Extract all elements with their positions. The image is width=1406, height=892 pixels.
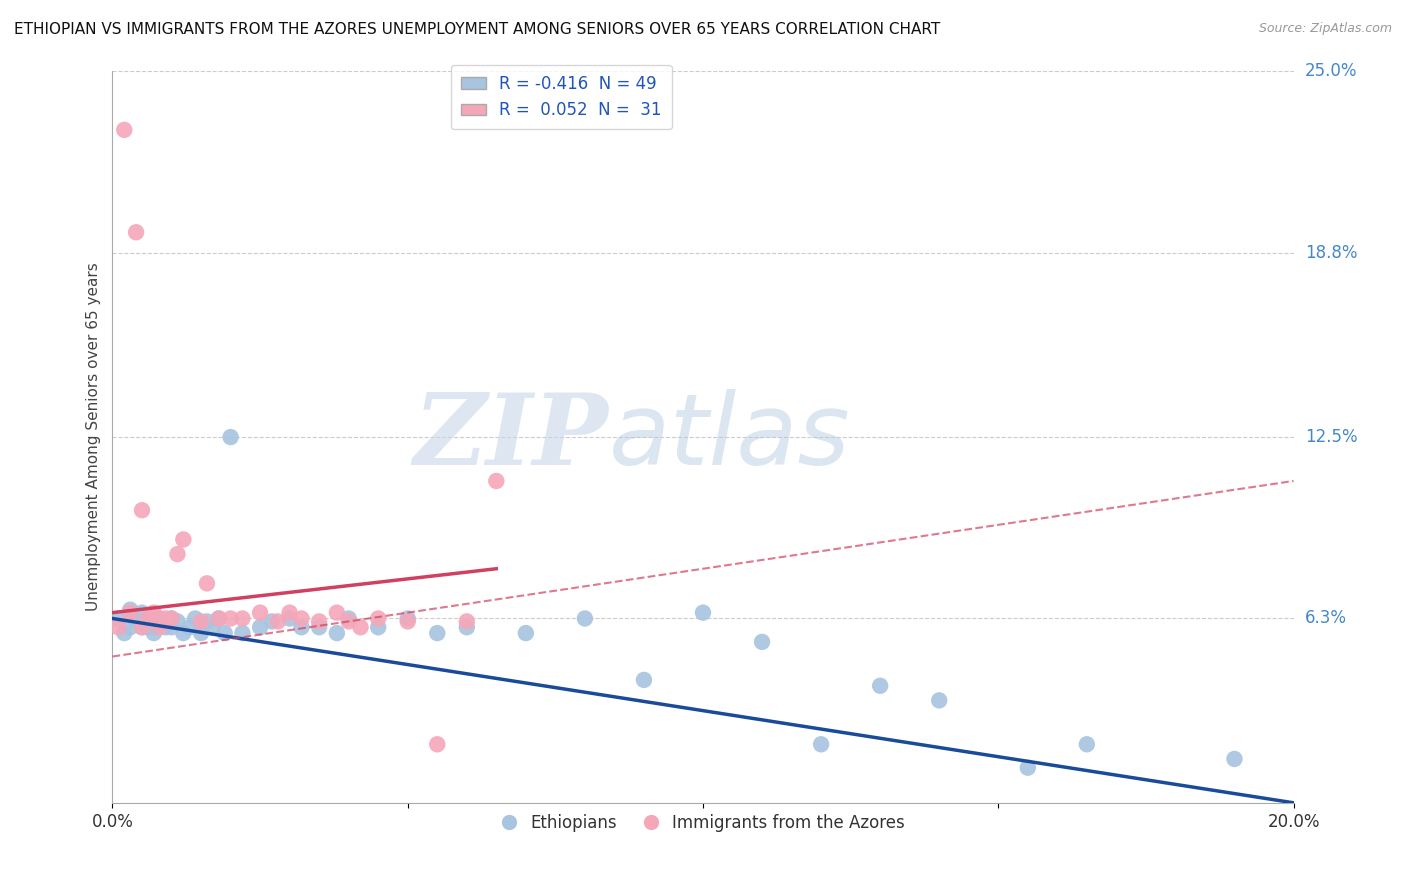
Point (155, 611, 177, 625)
Point (396, 611, 419, 625)
Point (107, 611, 129, 625)
Point (326, 626, 349, 640)
Point (184, 611, 207, 625)
Point (456, 615, 478, 629)
Point (149, 620, 172, 634)
Point (337, 615, 360, 629)
Point (120, 603, 142, 617)
Point (136, 611, 159, 625)
Text: 6.3%: 6.3% (1305, 609, 1347, 627)
Point (260, 615, 283, 629)
Text: 12.5%: 12.5% (1305, 428, 1357, 446)
Point (231, 611, 253, 625)
Point (155, 620, 177, 634)
Point (869, 679, 891, 693)
Text: ETHIOPIAN VS IMMIGRANTS FROM THE AZORES UNEMPLOYMENT AMONG SENIORS OVER 65 YEARS: ETHIOPIAN VS IMMIGRANTS FROM THE AZORES … (14, 22, 941, 37)
Point (326, 606, 349, 620)
Point (249, 620, 271, 634)
Point (112, 626, 135, 640)
Point (136, 611, 159, 625)
Text: Source: ZipAtlas.com: Source: ZipAtlas.com (1258, 22, 1392, 36)
Y-axis label: Unemployment Among Seniors over 65 years: Unemployment Among Seniors over 65 years (86, 263, 101, 611)
Point (1076, 737, 1098, 751)
Text: 25.0%: 25.0% (1305, 62, 1357, 80)
Point (219, 611, 242, 625)
Point (426, 626, 449, 640)
Text: atlas: atlas (609, 389, 851, 485)
Point (928, 693, 950, 707)
Point (149, 611, 172, 625)
Point (190, 620, 212, 634)
Point (166, 547, 188, 561)
Point (142, 606, 165, 620)
Point (574, 611, 596, 625)
Point (107, 620, 129, 634)
Point (195, 576, 218, 591)
Point (515, 626, 537, 640)
Point (208, 611, 231, 625)
Point (349, 620, 371, 634)
Point (692, 606, 714, 620)
Point (120, 620, 142, 634)
Point (267, 615, 290, 629)
Point (1223, 752, 1246, 766)
Point (179, 620, 201, 634)
Point (214, 626, 236, 640)
Point (633, 673, 655, 687)
Point (125, 225, 148, 239)
Point (278, 606, 301, 620)
Point (160, 611, 183, 625)
Point (201, 620, 224, 634)
Point (131, 503, 153, 517)
Point (290, 611, 312, 625)
Point (166, 615, 188, 629)
Point (231, 626, 253, 640)
Text: ZIP: ZIP (413, 389, 609, 485)
Point (308, 620, 330, 634)
Point (131, 620, 153, 634)
Point (120, 606, 142, 620)
Point (160, 611, 183, 625)
Point (367, 611, 389, 625)
Point (290, 620, 312, 634)
Point (172, 533, 194, 547)
Point (208, 611, 231, 625)
Point (337, 611, 360, 625)
Point (190, 626, 212, 640)
Point (751, 635, 773, 649)
Text: 18.8%: 18.8% (1305, 244, 1357, 261)
Point (456, 620, 478, 634)
Point (1017, 761, 1039, 775)
Point (131, 620, 153, 634)
Point (308, 615, 330, 629)
Point (142, 626, 165, 640)
Point (112, 123, 135, 137)
Point (396, 615, 419, 629)
Point (219, 430, 242, 444)
Point (426, 737, 449, 751)
Point (142, 620, 165, 634)
Point (190, 615, 212, 629)
Point (136, 620, 159, 634)
Point (172, 626, 194, 640)
Point (125, 615, 148, 629)
Point (131, 606, 153, 620)
Point (160, 620, 183, 634)
Point (367, 620, 389, 634)
Point (195, 615, 218, 629)
Legend: Ethiopians, Immigrants from the Azores: Ethiopians, Immigrants from the Azores (494, 807, 912, 838)
Point (249, 606, 271, 620)
Point (810, 737, 832, 751)
Point (485, 474, 508, 488)
Point (278, 611, 301, 625)
